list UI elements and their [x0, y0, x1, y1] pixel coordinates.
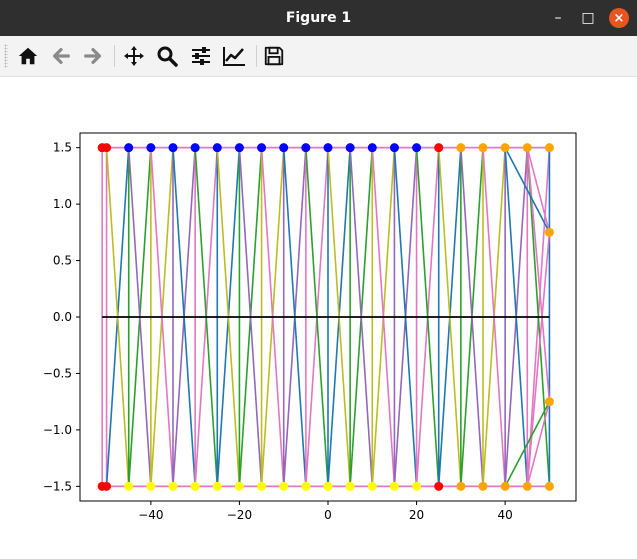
fan-line — [504, 147, 551, 233]
y-tick-label: 0.0 — [53, 310, 72, 324]
data-point-yellow — [234, 481, 244, 491]
data-point-yellow — [301, 481, 311, 491]
line-chart: −40 −20 0 20 40 −1.5 −1.0 −0.5 0.0 0.5 1.0 1.5 — [43, 132, 577, 522]
data-point-blue — [412, 143, 422, 153]
data-point-blue — [190, 143, 200, 153]
data-point-blue — [234, 143, 244, 153]
data-point-orange — [500, 481, 510, 491]
minimize-button[interactable]: – — [554, 10, 562, 26]
back-button[interactable] — [46, 41, 76, 71]
zoom-magnifier-icon — [157, 46, 178, 67]
maximize-button[interactable]: □ — [581, 10, 595, 26]
y-tick-label: 1.0 — [53, 197, 72, 211]
data-point-orange — [500, 143, 510, 153]
figure-canvas[interactable]: −40 −20 0 20 40 −1.5 −1.0 −0.5 0.0 0.5 1.0 1.5 — [0, 77, 637, 555]
data-point-orange — [522, 143, 532, 153]
home-button[interactable] — [13, 41, 43, 71]
pan-move-icon — [124, 46, 144, 66]
forward-button[interactable] — [78, 41, 108, 71]
data-point-orange — [544, 227, 554, 237]
y-tick-label: −1.5 — [43, 479, 72, 493]
data-point-red — [434, 481, 444, 491]
subplots-sliders-icon — [192, 47, 210, 65]
data-point-blue — [146, 143, 156, 153]
chart-lines-layer — [101, 146, 551, 488]
data-point-blue — [257, 143, 267, 153]
x-tick-label: −40 — [138, 508, 163, 522]
toolbar-grip[interactable] — [4, 44, 8, 68]
data-point-yellow — [345, 481, 355, 491]
fan-line — [504, 401, 551, 487]
toolbar-separator — [256, 45, 257, 67]
data-point-yellow — [146, 481, 156, 491]
data-point-yellow — [257, 481, 267, 491]
data-point-blue — [367, 143, 377, 153]
data-point-blue — [389, 143, 399, 153]
data-point-yellow — [190, 481, 200, 491]
pan-button[interactable] — [119, 41, 149, 71]
window-title: Figure 1 — [285, 10, 352, 26]
data-point-orange — [544, 143, 554, 153]
x-tick-label: −20 — [227, 508, 252, 522]
home-icon — [18, 47, 38, 65]
data-point-yellow — [124, 481, 134, 491]
data-point-blue — [168, 143, 178, 153]
fan-line — [526, 401, 551, 487]
data-point-blue — [212, 143, 222, 153]
data-point-red — [434, 143, 444, 153]
data-point-blue — [345, 143, 355, 153]
data-point-yellow — [168, 481, 178, 491]
data-point-yellow — [389, 481, 399, 491]
data-point-yellow — [367, 481, 377, 491]
data-point-red — [102, 481, 112, 491]
data-point-orange — [544, 397, 554, 407]
y-tick-label: 1.5 — [53, 141, 72, 155]
data-point-orange — [478, 143, 488, 153]
y-tick-label: −1.0 — [43, 423, 72, 437]
y-tick-label: 0.5 — [53, 254, 72, 268]
window-titlebar: Figure 1 – □ × — [0, 0, 637, 36]
fan-line — [526, 232, 551, 487]
data-point-yellow — [323, 481, 333, 491]
data-point-orange — [456, 481, 466, 491]
data-point-orange — [544, 481, 554, 491]
data-point-yellow — [412, 481, 422, 491]
data-point-yellow — [279, 481, 289, 491]
data-point-yellow — [212, 481, 222, 491]
forward-arrow-icon — [84, 47, 102, 65]
fan-line — [526, 147, 551, 233]
data-point-orange — [478, 481, 488, 491]
x-tick-label: 20 — [409, 508, 424, 522]
data-point-blue — [323, 143, 333, 153]
data-point-red — [102, 143, 112, 153]
subplots-button[interactable] — [186, 41, 216, 71]
data-point-blue — [124, 143, 134, 153]
back-arrow-icon — [52, 47, 70, 65]
x-tick-label: 0 — [324, 508, 332, 522]
chart-points-layer — [97, 143, 554, 491]
navigation-toolbar — [0, 36, 637, 77]
data-point-blue — [279, 143, 289, 153]
x-tick-label: 40 — [498, 508, 513, 522]
data-point-orange — [522, 481, 532, 491]
customize-button[interactable] — [219, 41, 249, 71]
customize-chart-icon — [223, 47, 245, 66]
zoom-button[interactable] — [152, 41, 182, 71]
toolbar-separator — [114, 45, 115, 67]
data-point-orange — [456, 143, 466, 153]
save-floppy-icon — [264, 46, 284, 66]
data-point-blue — [301, 143, 311, 153]
axis-ticks: −40 −20 0 20 40 −1.5 −1.0 −0.5 0.0 0.5 1.0 1.5 — [43, 141, 513, 522]
y-tick-label: −0.5 — [43, 366, 72, 380]
save-button[interactable] — [259, 41, 289, 71]
fan-line — [526, 147, 551, 402]
close-button[interactable]: × — [609, 8, 629, 28]
